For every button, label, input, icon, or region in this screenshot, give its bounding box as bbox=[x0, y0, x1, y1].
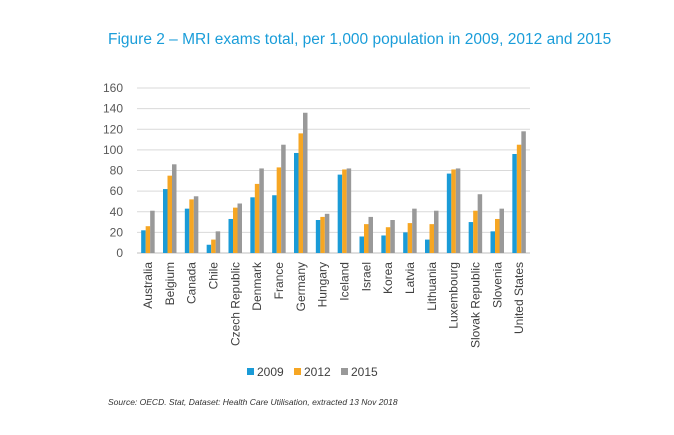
bar-2015 bbox=[172, 164, 177, 253]
x-tick-label: Slovenia bbox=[490, 262, 504, 308]
bar-2015 bbox=[455, 168, 461, 253]
y-tick-label: 40 bbox=[110, 205, 124, 219]
bar-2012 bbox=[451, 169, 456, 253]
bar-2012 bbox=[276, 167, 282, 253]
bar-2012 bbox=[495, 218, 500, 253]
legend-swatch-2015 bbox=[341, 368, 348, 375]
bar-2009 bbox=[250, 197, 255, 253]
bar-2012 bbox=[189, 199, 194, 253]
x-tick-label: France bbox=[272, 262, 286, 300]
y-axis: 0 20 40 60 80 100 120 140 160 bbox=[103, 81, 123, 260]
y-tick-label: 140 bbox=[103, 102, 123, 116]
legend-swatch-2012 bbox=[294, 368, 301, 375]
bar-2012 bbox=[320, 216, 325, 253]
bar-2015 bbox=[281, 144, 286, 253]
bar-2015 bbox=[303, 112, 308, 253]
bar-2009 bbox=[184, 208, 190, 253]
bar-2012 bbox=[429, 224, 434, 253]
bar-2015 bbox=[477, 194, 483, 253]
bar-2015 bbox=[346, 168, 352, 253]
bar-2009 bbox=[446, 173, 452, 253]
bar-2012 bbox=[145, 226, 151, 253]
bar-2009 bbox=[425, 239, 430, 253]
bar-2009 bbox=[141, 230, 146, 253]
bar-2009 bbox=[359, 236, 364, 253]
x-axis: Australia Belgium Canada Chile Czech Republi… bbox=[141, 261, 526, 348]
bar-2009 bbox=[228, 218, 233, 253]
legend-swatch-2009 bbox=[247, 368, 254, 375]
bar-2012 bbox=[364, 224, 369, 253]
x-tick-label: Canada bbox=[185, 262, 199, 304]
y-tick-label: 160 bbox=[103, 81, 123, 95]
bar-2015 bbox=[390, 220, 395, 253]
bar-2009 bbox=[315, 220, 321, 253]
bar-2015 bbox=[412, 208, 417, 253]
bar-2012 bbox=[254, 183, 260, 253]
chart-title: Figure 2 – MRI exams total, per 1,000 po… bbox=[108, 31, 612, 48]
x-tick-label: Israel bbox=[359, 262, 373, 291]
bar-2012 bbox=[167, 175, 172, 253]
legend-label-2009: 2009 bbox=[257, 365, 284, 379]
legend: 2009 2012 2015 bbox=[247, 365, 378, 379]
bar-2012 bbox=[233, 207, 238, 253]
x-tick-label: Australia bbox=[141, 262, 155, 309]
bar-2009 bbox=[337, 174, 343, 253]
bar-2009 bbox=[381, 235, 386, 253]
x-tick-label: United States bbox=[512, 262, 526, 334]
gridlines bbox=[137, 87, 530, 254]
y-tick-label: 60 bbox=[110, 184, 124, 198]
y-tick-label: 120 bbox=[103, 122, 123, 136]
legend-label-2015: 2015 bbox=[351, 365, 378, 379]
x-tick-label: Lithuania bbox=[425, 262, 439, 311]
bar-2015 bbox=[434, 210, 439, 253]
bar-2009 bbox=[468, 222, 474, 253]
x-tick-label: Iceland bbox=[337, 262, 351, 301]
x-tick-label: Korea bbox=[381, 262, 395, 294]
x-tick-label: Germany bbox=[294, 262, 308, 311]
bar-2009 bbox=[206, 244, 212, 253]
bar-2015 bbox=[150, 210, 155, 253]
x-tick-label: Luxembourg bbox=[447, 262, 461, 329]
bar-2012 bbox=[211, 239, 216, 253]
y-tick-label: 100 bbox=[103, 143, 123, 157]
bar-2015 bbox=[368, 216, 373, 253]
bar-2009 bbox=[490, 231, 495, 253]
source-note: Source: OECD. Stat, Dataset: Health Care… bbox=[108, 397, 398, 407]
bar-2009 bbox=[163, 189, 168, 253]
legend-label-2012: 2012 bbox=[304, 365, 331, 379]
bar-2015 bbox=[521, 131, 526, 253]
x-tick-label: Chile bbox=[206, 262, 220, 290]
bar-2012 bbox=[342, 169, 347, 253]
x-tick-label: Belgium bbox=[163, 262, 177, 305]
bar-2015 bbox=[215, 231, 221, 253]
y-tick-label: 80 bbox=[110, 164, 124, 178]
x-tick-label: Denmark bbox=[250, 261, 264, 311]
bar-2015 bbox=[499, 208, 504, 253]
bar-2012 bbox=[516, 144, 522, 253]
bar-2012 bbox=[407, 223, 413, 253]
bar-2009 bbox=[512, 154, 517, 253]
x-tick-label: Slovak Republic bbox=[468, 262, 482, 348]
bar-2015 bbox=[324, 213, 330, 253]
bar-2015 bbox=[259, 168, 264, 253]
x-tick-label: Czech Republic bbox=[228, 262, 242, 346]
y-tick-label: 0 bbox=[116, 246, 123, 260]
bar-2012 bbox=[385, 227, 391, 253]
y-tick-label: 20 bbox=[110, 225, 124, 239]
bars bbox=[141, 112, 526, 253]
bar-2009 bbox=[272, 195, 277, 253]
x-tick-label: Latvia bbox=[403, 262, 417, 294]
bar-2012 bbox=[473, 210, 478, 253]
bar-2009 bbox=[294, 152, 299, 253]
bar-2015 bbox=[237, 203, 242, 253]
bar-2012 bbox=[298, 133, 303, 253]
x-tick-label: Hungary bbox=[316, 262, 330, 307]
bar-2009 bbox=[403, 232, 408, 253]
bar-2015 bbox=[193, 196, 199, 253]
